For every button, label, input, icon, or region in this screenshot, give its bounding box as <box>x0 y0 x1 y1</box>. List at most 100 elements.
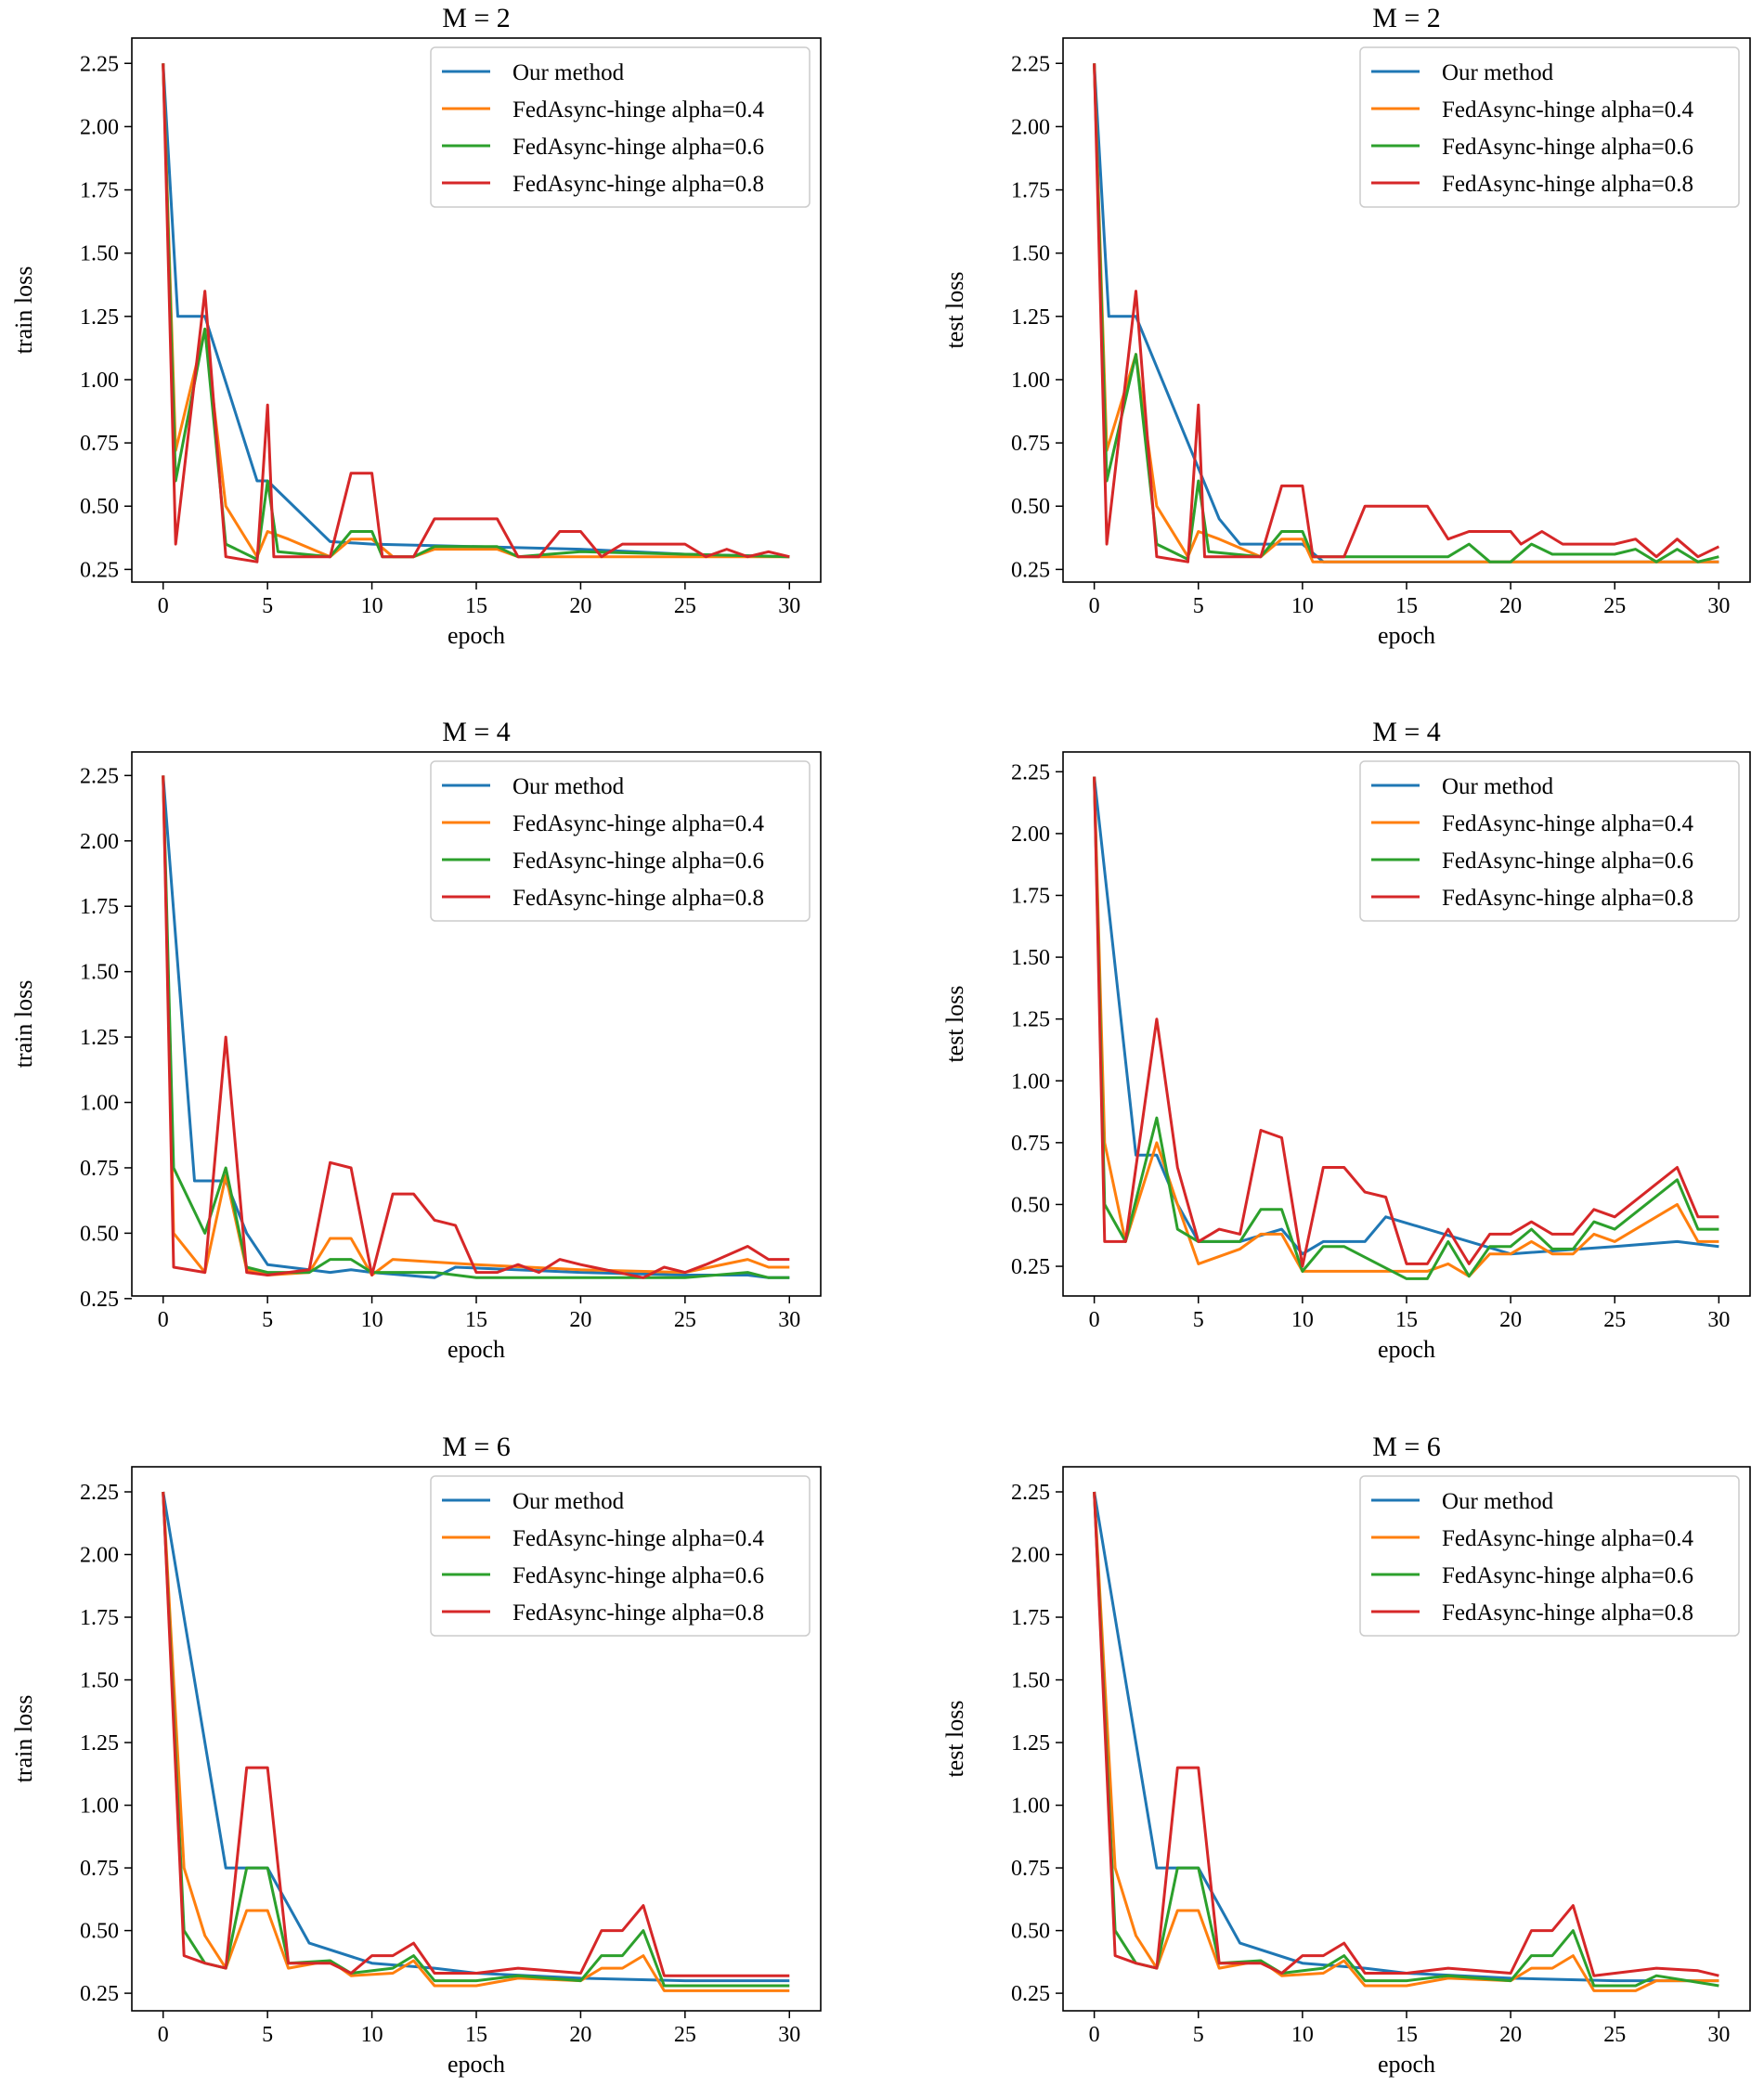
y-tick-label: 0.75 <box>1011 1857 1050 1881</box>
chart-title: M = 6 <box>442 1432 511 1462</box>
x-axis-label: epoch <box>1378 1336 1435 1363</box>
y-tick-label: 1.25 <box>1011 305 1050 330</box>
series-line-3 <box>1093 1491 1719 1988</box>
chart-title: M = 2 <box>1372 3 1441 33</box>
y-tick-label: 1.25 <box>80 1026 119 1050</box>
series-line-3 <box>162 775 790 1279</box>
series-line-2 <box>162 63 790 559</box>
x-tick-label: 0 <box>158 2023 169 2047</box>
x-tick-label: 5 <box>1193 594 1204 618</box>
y-tick-label: 1.75 <box>80 895 119 919</box>
x-axis-label: epoch <box>447 2051 505 2078</box>
y-tick-label: 1.50 <box>1011 242 1050 266</box>
y-tick-label: 0.25 <box>80 1288 119 1312</box>
series-line-2 <box>1093 1491 1719 1992</box>
chart-panel-5: M = 6 0 5 10 15 20 25 30 0.25 0.50 0.75 1.00 1.25 1.5… <box>10 1432 822 2078</box>
x-axis-label: epoch <box>1378 2051 1435 2078</box>
y-tick-label: 1.50 <box>80 961 119 985</box>
y-tick-label: 1.25 <box>1011 1008 1050 1032</box>
x-tick-label: 25 <box>1603 594 1626 618</box>
series-line-1 <box>162 63 790 559</box>
x-tick-label: 30 <box>1707 594 1730 618</box>
series-line-2 <box>1093 776 1719 1278</box>
y-tick-label: 1.25 <box>80 1731 119 1756</box>
x-tick-label: 30 <box>1707 2023 1730 2047</box>
y-tick-label: 0.25 <box>80 1982 119 2006</box>
series-line-1 <box>162 1491 790 1983</box>
y-axis-label: train loss <box>10 980 37 1069</box>
x-tick-label: 20 <box>1499 594 1522 618</box>
legend-box <box>430 46 811 208</box>
y-tick-label: 1.75 <box>1011 179 1050 203</box>
x-tick-label: 5 <box>1193 2023 1204 2047</box>
y-tick-label: 2.00 <box>1011 115 1050 139</box>
x-tick-label: 0 <box>1089 2023 1100 2047</box>
chart-panel-4: M = 4 0 5 10 15 20 25 30 0.25 0.50 0.75 1.00 1.25 1.5… <box>941 717 1751 1363</box>
series-group <box>162 775 790 1279</box>
x-tick-label: 5 <box>262 2023 273 2047</box>
legend: Our method FedAsync-hinge alpha=0.4 FedAsy… <box>430 46 811 208</box>
x-tick-label: 0 <box>158 594 169 618</box>
y-tick-label: 1.00 <box>80 1092 119 1116</box>
x-tick-label: 10 <box>1291 2023 1314 2047</box>
legend-label-3: FedAsync-hinge alpha=0.6 <box>512 849 764 874</box>
y-tick-label: 1.50 <box>1011 1669 1050 1693</box>
legend: Our method FedAsync-hinge alpha=0.4 FedAsy… <box>430 1475 811 1637</box>
y-tick-label: 0.25 <box>1011 1982 1050 2006</box>
y-tick-label: 0.75 <box>80 1857 119 1881</box>
legend-label-3: FedAsync-hinge alpha=0.6 <box>512 1563 764 1588</box>
y-tick-label: 2.00 <box>1011 1544 1050 1568</box>
x-tick-label: 30 <box>778 1308 800 1332</box>
y-tick-label: 1.75 <box>1011 884 1050 908</box>
y-tick-label: 0.50 <box>80 1222 119 1246</box>
x-tick-label: 15 <box>465 594 487 618</box>
legend: Our method FedAsync-hinge alpha=0.4 FedAsy… <box>1359 1475 1740 1637</box>
legend-box <box>1359 1475 1740 1637</box>
x-tick-label: 15 <box>465 2023 487 2047</box>
legend-label-4: FedAsync-hinge alpha=0.8 <box>512 172 764 197</box>
series-line-4 <box>1093 1491 1719 1977</box>
y-tick-label: 2.00 <box>80 830 119 854</box>
legend-label-1: Our method <box>512 60 625 85</box>
series-line-4 <box>162 63 790 564</box>
x-tick-label: 30 <box>1707 1308 1730 1332</box>
series-line-4 <box>1093 776 1719 1268</box>
y-tick-label: 0.50 <box>80 1920 119 1944</box>
y-axis-label: train loss <box>10 1695 37 1783</box>
x-tick-label: 10 <box>361 2023 383 2047</box>
y-tick-label: 1.00 <box>80 369 119 393</box>
y-tick-label: 0.25 <box>80 558 119 582</box>
y-axis-label: test loss <box>941 985 968 1062</box>
chart-panel-6: M = 6 0 5 10 15 20 25 30 0.25 0.50 0.75 1.00 1.25 1.5… <box>941 1432 1751 2078</box>
legend-label-1: Our method <box>1442 774 1554 799</box>
y-tick-label: 0.75 <box>1011 432 1050 456</box>
chart-title: M = 4 <box>1372 717 1441 747</box>
y-tick-label: 1.00 <box>80 1794 119 1819</box>
x-tick-label: 5 <box>1193 1308 1204 1332</box>
x-tick-label: 10 <box>1291 594 1314 618</box>
series-group <box>1093 776 1719 1280</box>
series-line-2 <box>162 775 790 1276</box>
series-group <box>1093 63 1720 564</box>
legend-label-4: FedAsync-hinge alpha=0.8 <box>1442 172 1693 197</box>
chart-title: M = 6 <box>1372 1432 1441 1462</box>
y-tick-label: 0.75 <box>80 432 119 456</box>
y-tick-label: 1.75 <box>80 1606 119 1630</box>
chart-panel-2: M = 2 0 5 10 15 20 25 30 0.25 0.50 0.75 1.00 1.25 1.5… <box>941 3 1751 649</box>
x-tick-label: 5 <box>262 1308 273 1332</box>
x-tick-label: 15 <box>1395 594 1418 618</box>
y-tick-label: 2.25 <box>1011 760 1050 784</box>
legend-label-1: Our method <box>1442 60 1554 85</box>
chart-panel-1: M = 2 0 5 10 15 20 25 30 0.25 0.50 0.75 1.00 1.25 1.5… <box>10 3 822 649</box>
y-tick-label: 2.25 <box>80 764 119 788</box>
x-tick-label: 10 <box>1291 1308 1314 1332</box>
y-tick-label: 1.00 <box>1011 369 1050 393</box>
y-tick-label: 2.25 <box>80 1481 119 1505</box>
x-tick-label: 20 <box>569 594 591 618</box>
legend-box <box>430 760 811 922</box>
y-tick-label: 0.50 <box>1011 1193 1050 1217</box>
legend-label-4: FedAsync-hinge alpha=0.8 <box>512 1600 764 1626</box>
legend: Our method FedAsync-hinge alpha=0.4 FedAsy… <box>430 760 811 922</box>
y-tick-label: 0.75 <box>1011 1132 1050 1156</box>
